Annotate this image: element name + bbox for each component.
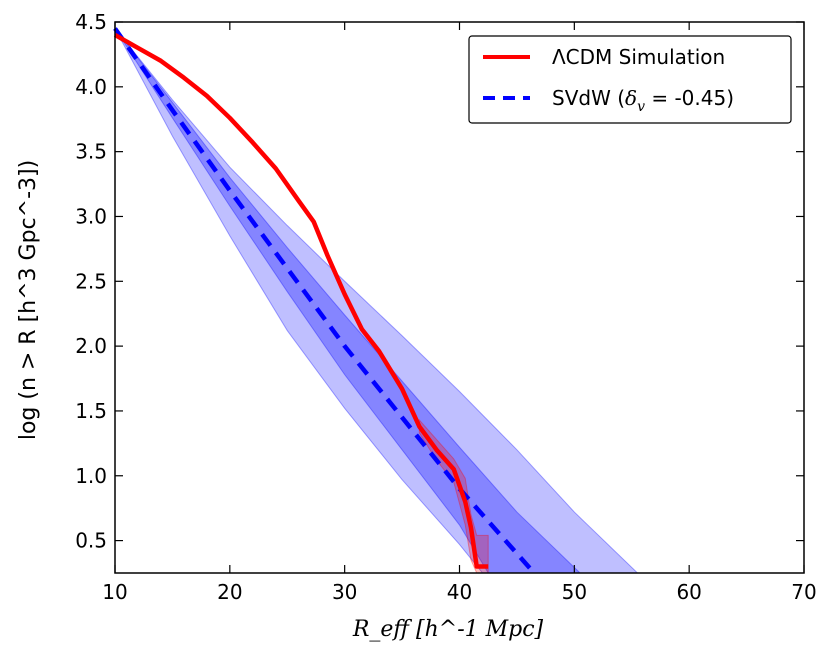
series-line-svdw (113, 27, 536, 575)
y-tick-label: 1.5 (75, 399, 107, 423)
outer-confidence-band (114, 28, 639, 574)
legend-label-svdw: SVdW (δv = -0.45) (552, 86, 734, 115)
x-axis-ticks: 10 20 30 40 50 60 70 (102, 22, 817, 604)
x-tick-label: 50 (562, 580, 587, 604)
legend-label-lcdm: ΛCDM Simulation (552, 45, 725, 69)
y-tick-label: 3.5 (75, 140, 107, 164)
legend-label-svdw-prefix: SVdW ( (552, 86, 625, 110)
y-tick-label: 0.5 (75, 529, 107, 553)
y-tick-label: 1.0 (75, 464, 107, 488)
x-axis-title: R_eff [h^-1 Mpc] (352, 617, 544, 642)
series-line-lcdm (113, 33, 489, 569)
x-tick-label: 40 (447, 580, 472, 604)
legend-label-svdw-symbol: δ (625, 86, 637, 110)
y-axis-ticks: 0.5 1.0 1.5 2.0 2.5 3.0 3.5 4.0 4.5 (75, 10, 804, 553)
x-tick-label: 30 (332, 580, 357, 604)
y-tick-label: 3.0 (75, 204, 107, 228)
y-axis-title: log (n > R [h^3 Gpc^-3]) (16, 160, 41, 440)
x-tick-label: 70 (791, 580, 816, 604)
legend-label-svdw-subscript: v (637, 99, 645, 115)
y-tick-label: 2.5 (75, 269, 107, 293)
x-tick-label: 60 (676, 580, 701, 604)
y-tick-label: 4.0 (75, 75, 107, 99)
y-tick-label: 4.5 (75, 10, 107, 34)
y-tick-label: 2.0 (75, 334, 107, 358)
legend-label-svdw-tail: = -0.45) (645, 86, 734, 110)
x-tick-label: 10 (102, 580, 127, 604)
legend-box (468, 35, 792, 124)
legend: ΛCDM Simulation SVdW (δv = -0.45) (468, 35, 792, 124)
series-lines (113, 27, 536, 575)
x-tick-label: 20 (217, 580, 242, 604)
